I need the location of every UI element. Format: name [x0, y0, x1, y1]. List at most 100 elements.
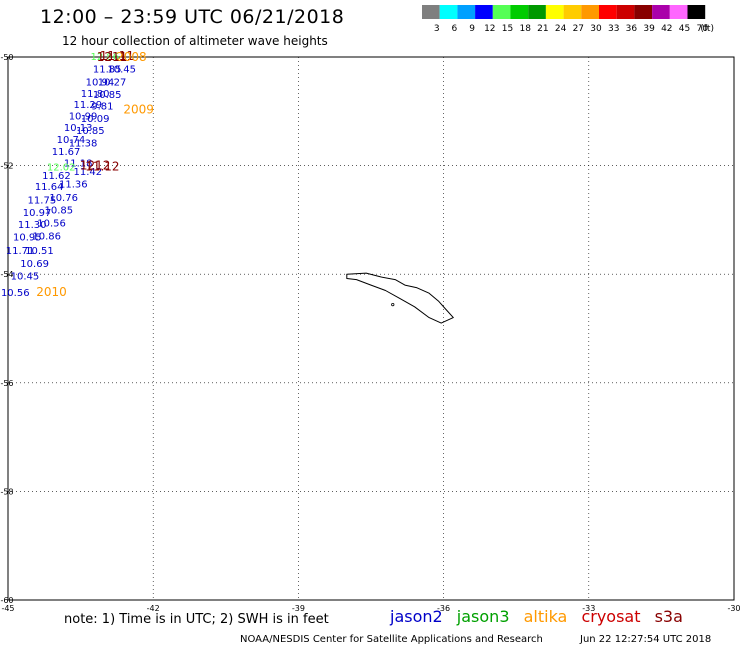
- colorbar-label: 33: [608, 24, 619, 34]
- lon-tick-label: -30: [727, 604, 740, 613]
- lon-tick-label: -45: [1, 604, 14, 613]
- colorbar-label: 30: [590, 24, 602, 34]
- swh-label-jason2: 11.42: [74, 167, 103, 178]
- colorbar-swatch: [510, 5, 529, 19]
- swh-label-jason2: 11.80: [81, 89, 110, 100]
- colorbar-label: 39: [643, 24, 655, 34]
- lon-tick-label: -33: [582, 604, 595, 613]
- colorbar-swatch: [563, 5, 582, 19]
- swh-label-jason2: 10.56: [37, 219, 66, 230]
- lat-tick-label: -58: [0, 487, 13, 496]
- swh-label-jason3: 12.86: [90, 52, 119, 63]
- colorbar-swatch: [687, 5, 706, 19]
- colorbar-label: 36: [626, 24, 638, 34]
- colorbar-swatch: [422, 5, 440, 19]
- swh-label-jason2: 10.45: [11, 271, 40, 282]
- colorbar-swatch: [492, 5, 511, 19]
- swh-label-jason2: 10.27: [98, 77, 127, 88]
- colorbar-label: 45: [679, 24, 690, 34]
- swh-label-jason2: 10.51: [25, 246, 54, 257]
- swh-label-jason2: 11.62: [42, 171, 71, 182]
- colorbar: 3 6 9 12 15 18 21 24 27 30 33 36 39 42 45 70(ft): [422, 5, 714, 34]
- swh-label-jason2: 10.45: [107, 64, 136, 75]
- pass-time-label: 1212: [80, 159, 111, 173]
- swh-label-jason2: 11.38: [69, 138, 98, 149]
- lat-tick-label: -56: [0, 379, 13, 388]
- swh-label-jason2: 11.75: [28, 195, 57, 206]
- colorbar-swatch: [457, 5, 476, 19]
- credit-line: NOAA/NESDIS Center for Satellite Applica…: [240, 634, 543, 645]
- colorbar-swatch: [652, 5, 670, 19]
- lon-tick-label: -36: [437, 604, 450, 613]
- swh-label-jason3: 12.02: [47, 163, 76, 174]
- swh-label-jason2: 10.13: [64, 123, 93, 134]
- swh-label-jason2: 9.81: [91, 101, 113, 112]
- colorbar-label: 9: [469, 24, 475, 34]
- colorbar-label: 6: [452, 24, 458, 34]
- swh-label-jason2: 11.64: [35, 182, 64, 193]
- colorbar-swatch: [545, 5, 564, 19]
- colorbar-swatch: [599, 5, 617, 19]
- colorbar-label: 3: [434, 24, 440, 34]
- swh-label-jason2: 11.67: [52, 147, 81, 158]
- colorbar-label: 12: [484, 24, 495, 34]
- legend-s3a: s3a: [654, 607, 683, 626]
- pass-time-label: 1211: [97, 50, 128, 64]
- lat-tick-label: -54: [0, 270, 13, 279]
- colorbar-swatch: [475, 5, 493, 19]
- colorbar-swatch: [528, 5, 546, 19]
- pass-time-label: 2009: [123, 103, 154, 117]
- lat-tick-label: -60: [0, 596, 13, 605]
- colorbar-label: 70: [696, 24, 708, 34]
- swh-label-jason2: 10.97: [23, 208, 52, 219]
- swh-label-jason2: 10.09: [81, 114, 110, 125]
- swh-label-jason2: 10.69: [20, 259, 49, 270]
- page-title: 12:00 – 23:59 UTC 06/21/2018: [40, 6, 345, 28]
- swh-label-jason2: 11.18: [64, 158, 93, 169]
- colorbar-label: 18: [519, 24, 531, 34]
- colorbar-swatch: [669, 5, 688, 19]
- coastline-south-georgia: [346, 272, 454, 324]
- pass-time-label: 2010: [36, 285, 67, 299]
- satellite-legend: jason2 jason3 altika cryosat s3a: [390, 607, 692, 626]
- swh-label-jason2: 10.85: [93, 90, 122, 101]
- footer-note: note: 1) Time is in UTC; 2) SWH is in fe…: [64, 612, 329, 627]
- colorbar-label: 15: [502, 24, 513, 34]
- swh-label-jason2: 10.99: [69, 112, 98, 123]
- legend-jason2: jason2: [390, 607, 443, 626]
- swh-label-jason2: 10.56: [1, 288, 30, 299]
- colorbar-label: 21: [537, 24, 548, 34]
- swh-label-jason2: 11.30: [18, 220, 47, 231]
- swh-label-jason2: 10.95: [13, 233, 42, 244]
- map-frame: [7, 56, 735, 601]
- coastline-islet: [391, 303, 395, 307]
- colorbar-unit: (ft): [700, 24, 714, 34]
- pass-time-label: 2008: [116, 50, 147, 64]
- lon-tick-label: -39: [292, 604, 305, 613]
- swh-label-jason2: 10.85: [44, 206, 73, 217]
- colorbar-label: 42: [661, 24, 672, 34]
- swh-label-jason2: 10.86: [32, 232, 61, 243]
- swh-label-jason2: 11.36: [59, 180, 88, 191]
- legend-cryosat: cryosat: [581, 607, 641, 626]
- colorbar-swatch: [634, 5, 653, 19]
- swh-label-jason2: 10.85: [76, 126, 105, 137]
- swh-label-cryosat: 11.11: [100, 49, 134, 63]
- lon-tick-label: -42: [147, 604, 160, 613]
- colorbar-label: 27: [573, 24, 584, 34]
- swh-label-jason2: 11.29: [74, 100, 103, 111]
- colorbar-label: 24: [555, 24, 567, 34]
- swh-label-jason2: 10.76: [49, 193, 78, 204]
- lat-tick-label: -50: [0, 53, 13, 62]
- colorbar-swatch: [439, 5, 458, 19]
- swh-label-cryosat: 11.12: [85, 160, 119, 174]
- generation-timestamp: Jun 22 12:27:54 UTC 2018: [580, 634, 712, 645]
- lat-tick-label: -52: [0, 162, 13, 171]
- legend-altika: altika: [523, 607, 568, 626]
- colorbar-swatch: [581, 5, 599, 19]
- swh-label-jason2: 10.74: [57, 135, 86, 146]
- legend-jason3: jason3: [456, 607, 510, 626]
- colorbar-swatch: [616, 5, 635, 19]
- swh-label-jason2: 11.71: [6, 246, 35, 257]
